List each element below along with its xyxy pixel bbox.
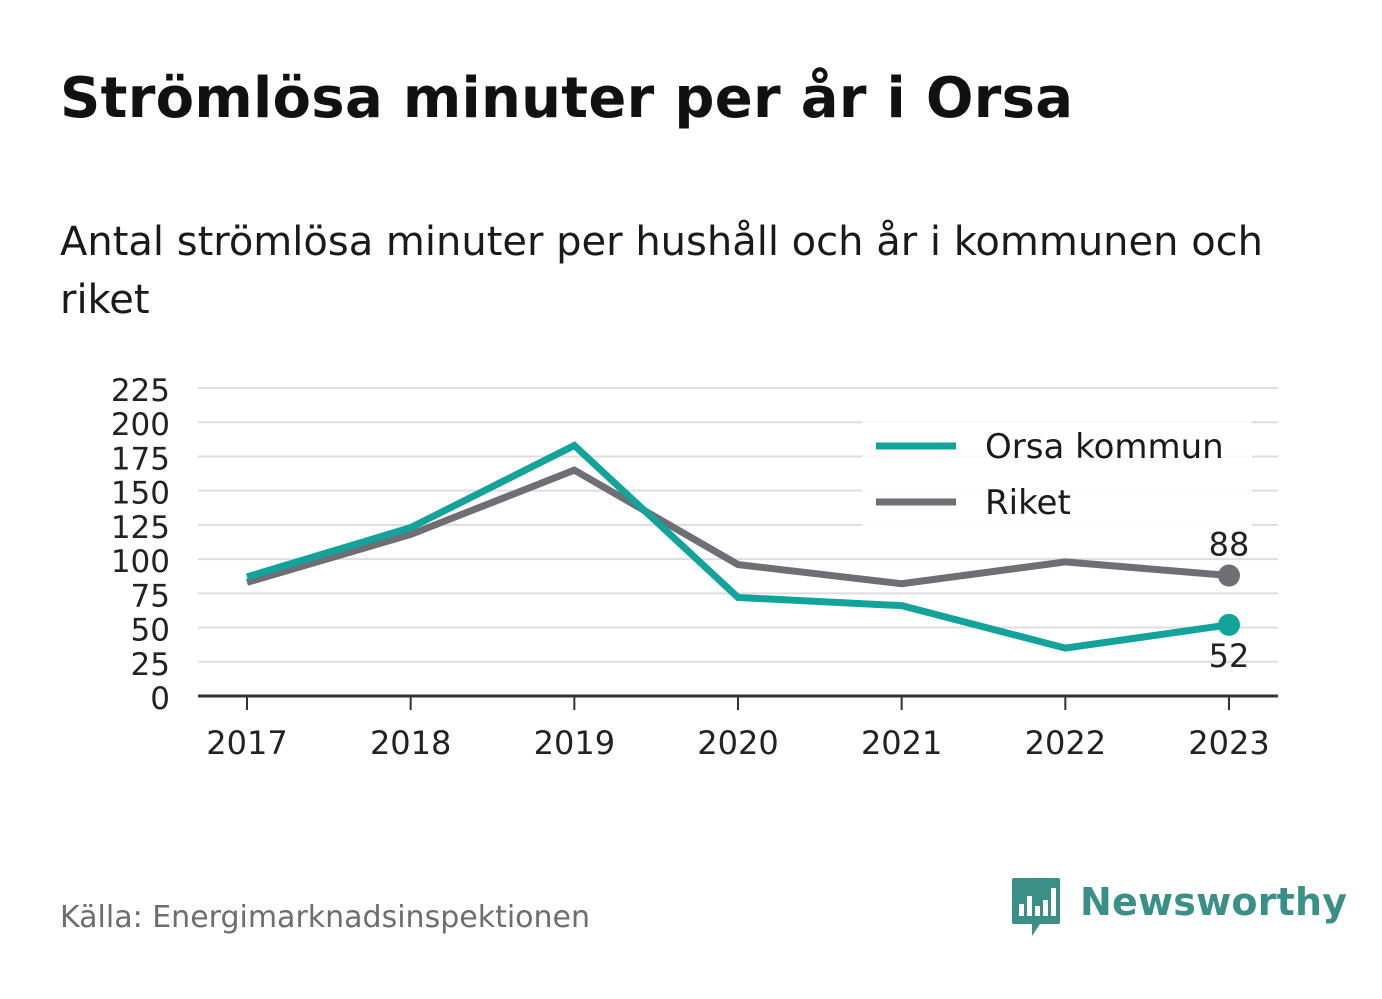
x-tick-label: 2017: [206, 724, 287, 762]
legend-label: Riket: [985, 483, 1071, 523]
source-note: Källa: Energimarknadsinspektionen: [60, 900, 591, 935]
x-tick-label: 2023: [1188, 724, 1269, 762]
x-tick-label: 2021: [861, 724, 942, 762]
end-point: [1218, 613, 1240, 636]
legend-label: Orsa kommun: [985, 427, 1224, 467]
legend: Orsa kommun Riket: [862, 420, 1252, 528]
end-point: [1218, 564, 1240, 587]
y-tick-label: 50: [131, 613, 170, 649]
brand[interactable]: Newsworthy: [1010, 876, 1347, 940]
y-tick-label: 25: [131, 647, 170, 683]
x-tick-label: 2020: [697, 724, 778, 762]
y-tick-label: 200: [111, 407, 170, 443]
y-tick-label: 150: [111, 476, 170, 512]
x-tick-label: 2018: [370, 724, 451, 762]
y-tick-label: 75: [131, 578, 170, 614]
y-tick-label: 175: [111, 441, 170, 477]
chart-title: Strömlösa minuter per år i Orsa: [60, 66, 1074, 131]
brand-name: Newsworthy: [1080, 880, 1348, 924]
end-label-orsa: 52: [1209, 637, 1250, 675]
y-tick-label: 0: [150, 681, 170, 717]
legend-box: [862, 420, 1252, 528]
newsworthy-logo-icon: [1012, 878, 1060, 936]
end-labels: 88 52: [1209, 526, 1250, 675]
chart-subtitle: Antal strömlösa minuter per hushåll och …: [60, 219, 1264, 323]
series: [245, 441, 1240, 652]
x-tick-label: 2019: [534, 724, 615, 762]
x-tick-label: 2022: [1025, 724, 1106, 762]
y-tick-label: 100: [111, 544, 170, 580]
y-tick-label: 225: [111, 373, 170, 409]
end-label-riket: 88: [1209, 526, 1250, 564]
y-tick-label: 125: [111, 510, 170, 546]
